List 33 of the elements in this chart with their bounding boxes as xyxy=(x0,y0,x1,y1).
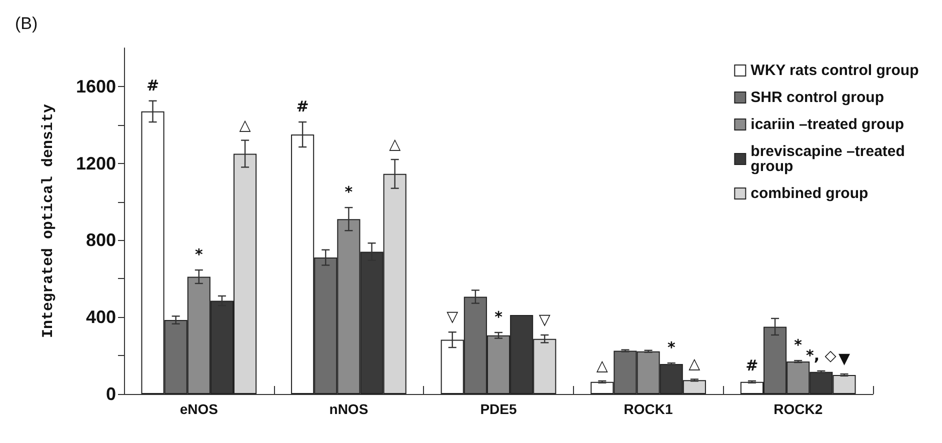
x-tick-label: nNOS xyxy=(329,401,368,417)
x-tick-label: PDE5 xyxy=(480,401,517,417)
data-label: # xyxy=(296,98,309,116)
legend-label: breviscapine –treated group xyxy=(750,143,910,175)
data-label: ▽ xyxy=(538,310,551,328)
data-label: △ xyxy=(688,354,701,373)
data-label: * xyxy=(194,246,203,264)
data-label: △ xyxy=(389,134,402,153)
y-tick-label: 400 xyxy=(86,307,116,328)
legend-label: icariin –treated group xyxy=(750,116,904,133)
legend-label: combined group xyxy=(750,185,868,202)
data-label: *, ◇ xyxy=(806,346,837,364)
y-tick-label: 800 xyxy=(86,230,116,250)
y-tick-label: 0 xyxy=(106,384,116,404)
y-tick-label: 1600 xyxy=(76,76,116,96)
legend-label: SHR control group xyxy=(750,89,884,106)
data-label: ▽ xyxy=(446,308,459,326)
chart-title: (B) xyxy=(15,14,38,33)
data-label: * xyxy=(667,338,676,357)
data-label: * xyxy=(794,336,802,354)
data-label: # xyxy=(146,76,160,94)
data-label: △ xyxy=(239,116,252,134)
legend-label: WKY rats control group xyxy=(750,62,919,79)
x-tick-label: ROCK1 xyxy=(624,401,674,417)
x-tick-label: eNOS xyxy=(180,401,218,417)
y-tick-label: 1200 xyxy=(76,153,116,174)
x-tick-label: ROCK2 xyxy=(774,401,823,417)
data-label: * xyxy=(494,308,503,326)
y-axis-title: Integrated optical density xyxy=(40,104,57,338)
data-label: ▼ xyxy=(838,350,850,368)
data-label: * xyxy=(344,183,353,202)
data-label: # xyxy=(746,356,758,374)
data-label: △ xyxy=(596,356,608,374)
